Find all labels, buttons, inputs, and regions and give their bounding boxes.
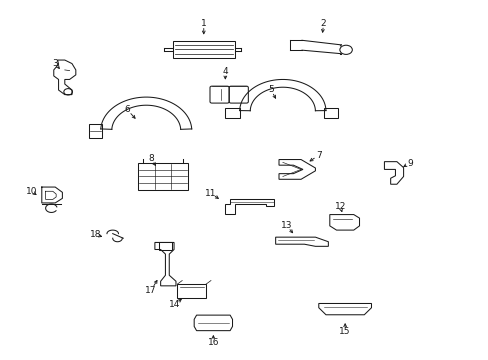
Text: 15: 15 — [339, 327, 350, 336]
Bar — [172, 41, 234, 58]
Text: 16: 16 — [207, 338, 219, 347]
Text: 14: 14 — [169, 300, 181, 309]
Text: 3: 3 — [52, 59, 58, 68]
Text: 8: 8 — [148, 154, 154, 163]
Text: 5: 5 — [267, 85, 273, 94]
Text: 18: 18 — [90, 230, 102, 239]
Text: 2: 2 — [320, 18, 325, 27]
Text: 7: 7 — [315, 151, 321, 160]
Text: 9: 9 — [406, 158, 412, 167]
Bar — [177, 284, 206, 298]
Bar — [138, 163, 188, 190]
Text: 4: 4 — [222, 67, 228, 76]
Text: 13: 13 — [280, 221, 292, 230]
Text: 11: 11 — [205, 189, 216, 198]
Text: 12: 12 — [334, 202, 346, 211]
Bar — [323, 108, 337, 118]
Bar — [89, 124, 102, 138]
Text: 1: 1 — [201, 18, 206, 27]
Text: 6: 6 — [124, 105, 130, 114]
Bar — [225, 108, 239, 118]
Bar — [159, 242, 172, 249]
Text: 10: 10 — [25, 187, 37, 196]
Text: 17: 17 — [145, 286, 157, 295]
